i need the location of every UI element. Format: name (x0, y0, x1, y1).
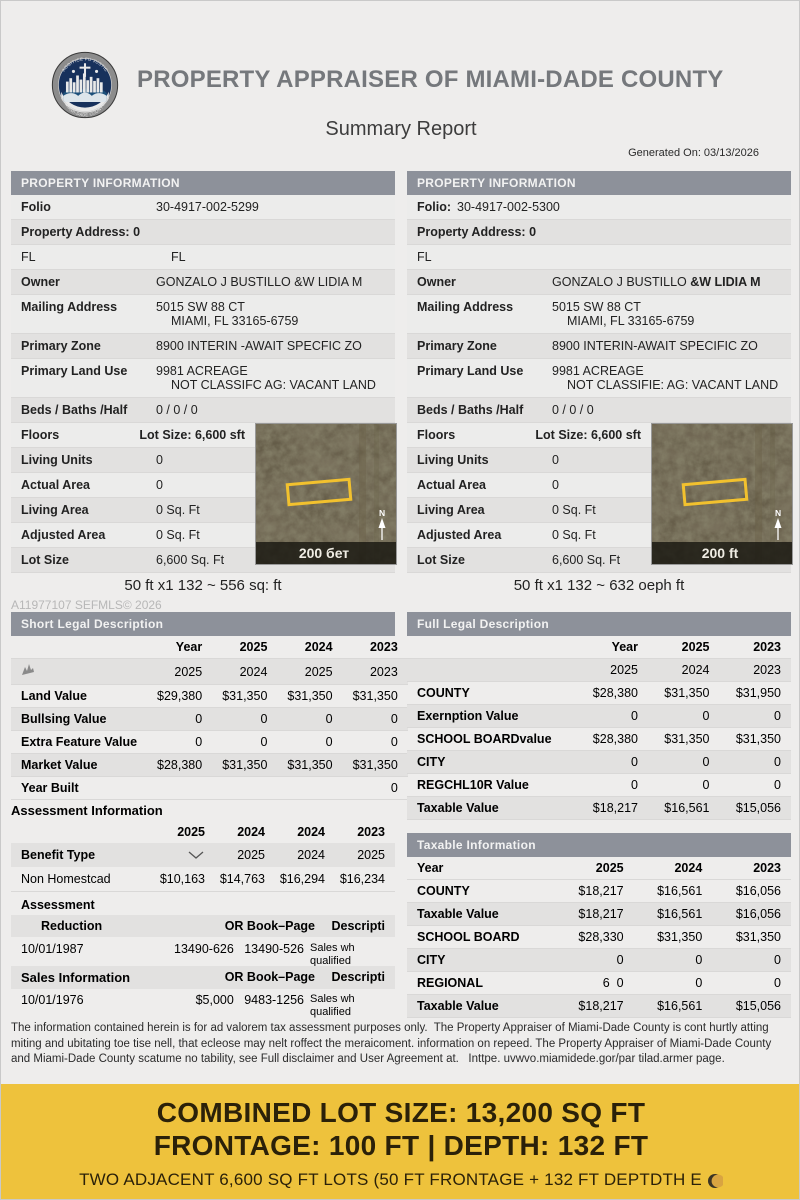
svg-text:200 ft: 200 ft (702, 545, 739, 561)
svg-text:200 бет: 200 бет (299, 545, 349, 561)
svg-text:N: N (379, 508, 385, 518)
svg-text:N: N (775, 508, 781, 518)
